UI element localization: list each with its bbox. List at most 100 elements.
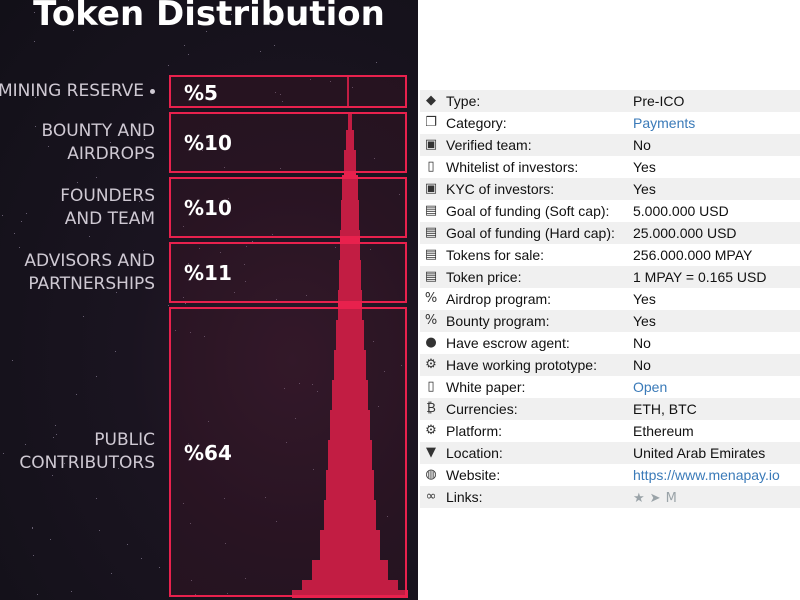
star-dot [231,14,232,15]
star-dot [183,226,184,227]
star-dot [118,468,119,469]
user-icon: ● [425,335,437,350]
details-value: 256.000.000 MPAY [633,247,753,263]
details-label: Whitelist of investors: [446,159,579,175]
tag-icon: ◆ [426,93,436,108]
money-icon: ▤ [424,225,438,240]
star-dot [378,406,379,407]
segment-box-mining-reserve: %5 [169,75,407,108]
medium-icon[interactable]: M [665,491,677,506]
money-icon: ▤ [424,269,438,284]
details-label: Have working prototype: [446,357,597,373]
star-dot [280,168,281,169]
bullet-dot [150,88,155,94]
segment-percent: %11 [184,261,232,285]
twitter-icon[interactable]: ★ [633,491,645,506]
details-row: ▣ Verified team: No [420,134,800,156]
star-dot [246,246,247,247]
segment-box-public-contributors: %64 [169,307,407,597]
star-dot [234,292,235,293]
star-dot [384,371,385,372]
star-dot [208,421,209,422]
map-marker-icon: ▼ [426,445,436,460]
star-dot [112,215,113,216]
star-dot [144,139,145,140]
star-dot [191,580,192,581]
details-value: No [633,137,651,153]
details-label: Location: [446,445,503,461]
details-value: No [633,335,651,351]
details-value: Yes [633,181,656,197]
star-dot [280,94,281,95]
star-dot [199,248,200,249]
star-dot [175,330,176,331]
star-dot [111,573,112,574]
details-label: Category: [446,115,507,131]
document-icon: ▯ [427,159,435,174]
star-dot [310,79,311,80]
details-value: 25.000.000 USD [633,225,737,241]
star-dot [115,211,116,212]
gear-icon: ⚙ [425,423,437,438]
details-row: % Bounty program: Yes [420,310,800,332]
segment-label-founders-team: FOUNDERS AND TEAM [60,186,155,229]
details-value: Ethereum [633,423,694,439]
star-dot [228,198,229,199]
details-value-link[interactable]: Payments [633,115,696,131]
details-value-link[interactable]: Open [633,379,668,395]
star-dot [225,543,226,544]
segment-label-bounty-airdrops: BOUNTY AND AIRDROPS [41,121,155,164]
star-dot [387,516,388,517]
details-label: Bounty program: [446,313,550,329]
star-dot [138,16,139,17]
star-dot [265,497,266,498]
star-dot [37,594,38,595]
star-dot [73,30,74,31]
star-dot [163,19,164,20]
details-value: 1 MPAY = 0.165 USD [633,269,767,285]
id-card-icon: ▣ [424,181,438,196]
details-label: Tokens for sale: [446,247,545,263]
star-dot [275,92,276,93]
star-dot [272,234,273,235]
percent-icon: % [424,313,438,328]
star-dot [141,558,142,559]
details-label: Currencies: [446,401,518,417]
folder-open-icon: ❐ [425,115,437,130]
star-dot [96,177,97,178]
details-label: Goal of funding (Hard cap): [446,225,615,241]
segment-percent: %10 [184,131,232,155]
segment-percent: %10 [184,196,232,220]
star-dot [188,263,189,264]
id-card-icon: ▣ [424,137,438,152]
token-distribution-infographic: Token Distribution MINING RESERVE %5 BOU… [0,0,418,600]
star-dot [295,418,296,419]
star-dot [168,305,169,306]
details-row: ▤ Tokens for sale: 256.000.000 MPAY [420,244,800,266]
star-dot [76,394,77,395]
details-label: Goal of funding (Soft cap): [446,203,610,219]
details-row: ▯ Whitelist of investors: Yes [420,156,800,178]
bitcoin-icon: ₿ [426,401,436,416]
star-dot [245,578,246,579]
star-dot [99,530,100,531]
star-dot [374,158,375,159]
star-dot [50,539,51,540]
details-value-link[interactable]: https://www.menapay.io [633,467,780,483]
star-dot [134,95,135,96]
star-dot [35,97,36,98]
star-dot [186,139,187,140]
details-value: United Arab Emirates [633,445,766,461]
star-dot [68,0,69,1]
star-dot [252,241,253,242]
details-row: ⚙ Have working prototype: No [420,354,800,376]
star-dot [97,443,98,444]
star-dot [224,167,225,168]
star-dot [64,463,65,464]
details-row: ◆ Type: Pre-ICO [420,90,800,112]
details-row: ∞ Links: ★ ➤ M [420,486,800,508]
star-dot [370,249,371,250]
star-dot [190,332,191,333]
telegram-icon[interactable]: ➤ [649,491,661,506]
star-dot [335,247,336,248]
